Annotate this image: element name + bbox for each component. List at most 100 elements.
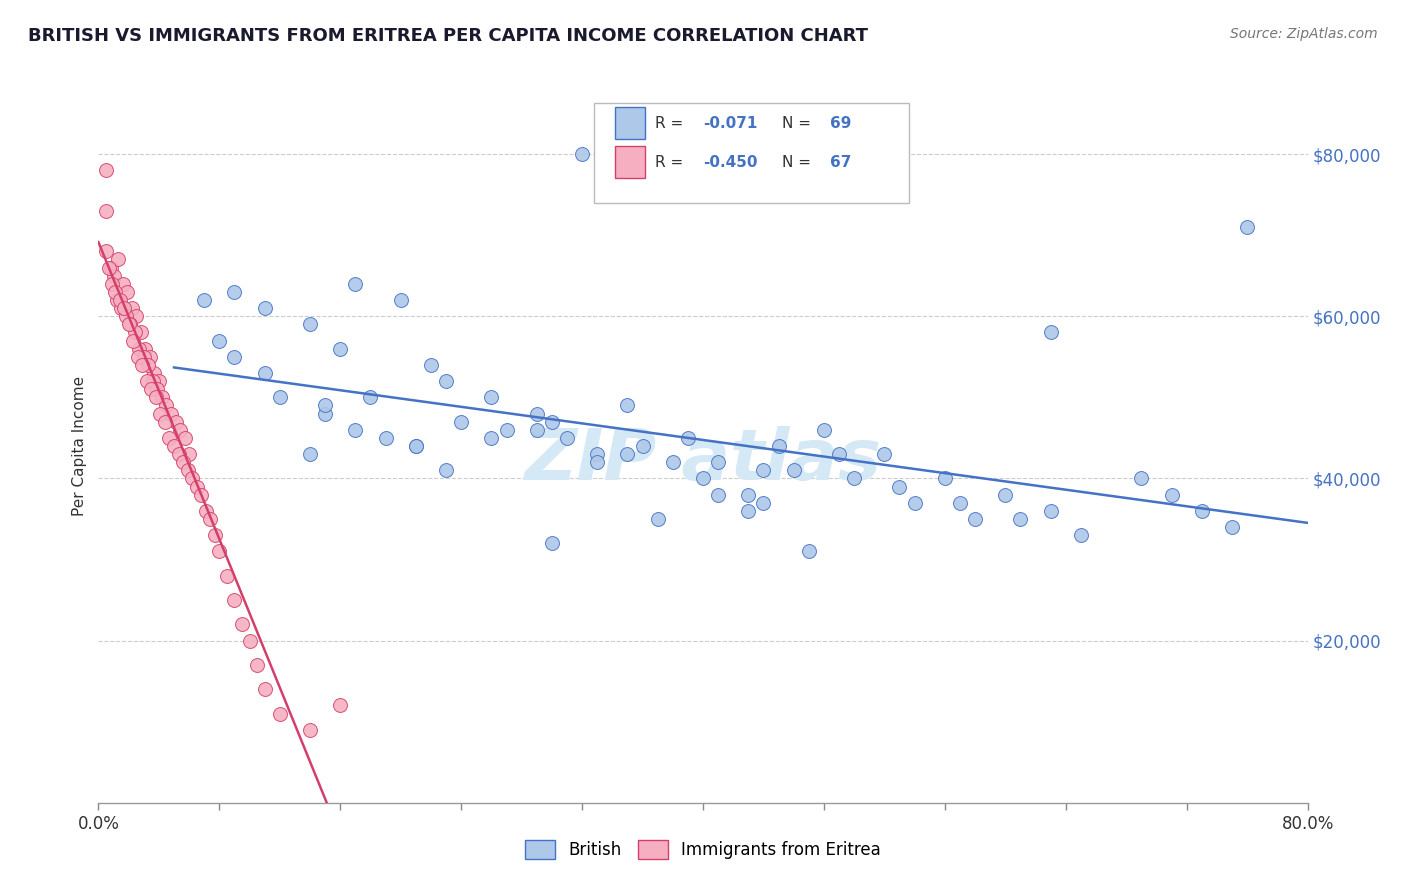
Point [526, 423, 548, 437]
Point [155, 399, 177, 413]
Point [127, 350, 149, 364]
Point [737, 504, 759, 518]
Point [150, 390, 173, 404]
Point [142, 374, 165, 388]
Point [193, 293, 215, 307]
Point [104, 285, 127, 299]
Point [253, 301, 276, 315]
Point [135, 374, 157, 388]
Point [1010, 512, 1032, 526]
Point [269, 706, 291, 721]
Point [783, 463, 806, 477]
Point [173, 431, 195, 445]
Point [797, 544, 820, 558]
Point [179, 447, 201, 461]
Text: N =: N = [782, 155, 815, 169]
Point [481, 390, 503, 404]
Point [586, 447, 609, 461]
Point [98, 260, 121, 275]
Point [692, 471, 714, 485]
Point [873, 447, 896, 461]
Point [586, 455, 609, 469]
Point [101, 277, 124, 291]
Point [540, 415, 562, 429]
Text: 67: 67 [830, 155, 852, 169]
Point [405, 439, 427, 453]
Point [136, 358, 159, 372]
Point [108, 293, 131, 307]
Point [253, 366, 276, 380]
Point [124, 326, 146, 340]
Point [143, 366, 166, 380]
Text: R =: R = [655, 116, 688, 130]
Point [253, 682, 276, 697]
Point [1070, 528, 1092, 542]
Point [737, 488, 759, 502]
Point [540, 536, 562, 550]
Point [231, 617, 253, 632]
Point [107, 252, 129, 267]
Point [181, 471, 204, 485]
Point [1236, 220, 1258, 235]
Point [495, 423, 517, 437]
Point [105, 293, 128, 307]
Point [110, 301, 132, 315]
Legend: British, Immigrants from Eritrea: British, Immigrants from Eritrea [519, 833, 887, 866]
Point [299, 318, 322, 332]
Point [616, 447, 638, 461]
Point [344, 423, 367, 437]
Point [631, 439, 654, 453]
Point [374, 431, 396, 445]
Point [224, 593, 246, 607]
Point [141, 382, 163, 396]
Point [134, 342, 156, 356]
Point [122, 334, 145, 348]
Point [145, 390, 167, 404]
Point [329, 698, 352, 713]
Point [389, 293, 412, 307]
Point [118, 318, 141, 332]
Point [707, 488, 730, 502]
Point [813, 423, 835, 437]
Point [208, 544, 231, 558]
Point [165, 415, 187, 429]
Point [120, 318, 142, 332]
Point [94, 203, 117, 218]
Point [100, 260, 122, 275]
Point [661, 455, 683, 469]
Point [215, 568, 238, 582]
Point [314, 407, 336, 421]
Point [1220, 520, 1243, 534]
Text: BRITISH VS IMMIGRANTS FROM ERITREA PER CAPITA INCOME CORRELATION CHART: BRITISH VS IMMIGRANTS FROM ERITREA PER C… [28, 27, 868, 45]
Point [344, 277, 367, 291]
Point [420, 358, 443, 372]
Point [200, 512, 222, 526]
Point [112, 301, 135, 315]
Point [169, 423, 191, 437]
Point [224, 350, 246, 364]
Point [204, 528, 226, 542]
Text: R =: R = [655, 155, 688, 169]
Point [434, 374, 457, 388]
Point [1039, 326, 1062, 340]
Point [314, 399, 336, 413]
Point [360, 390, 382, 404]
Point [239, 633, 262, 648]
Point [121, 301, 143, 315]
Point [103, 268, 125, 283]
Text: Source: ZipAtlas.com: Source: ZipAtlas.com [1230, 27, 1378, 41]
Point [190, 488, 212, 502]
Y-axis label: Per Capita Income: Per Capita Income [72, 376, 87, 516]
Point [707, 455, 730, 469]
Point [128, 342, 150, 356]
Point [125, 310, 148, 324]
Point [752, 463, 775, 477]
Point [194, 504, 217, 518]
Point [571, 147, 593, 161]
Point [186, 479, 208, 493]
FancyBboxPatch shape [614, 146, 645, 178]
Point [159, 431, 181, 445]
Text: 69: 69 [830, 116, 852, 130]
Point [94, 244, 117, 259]
Point [965, 512, 987, 526]
